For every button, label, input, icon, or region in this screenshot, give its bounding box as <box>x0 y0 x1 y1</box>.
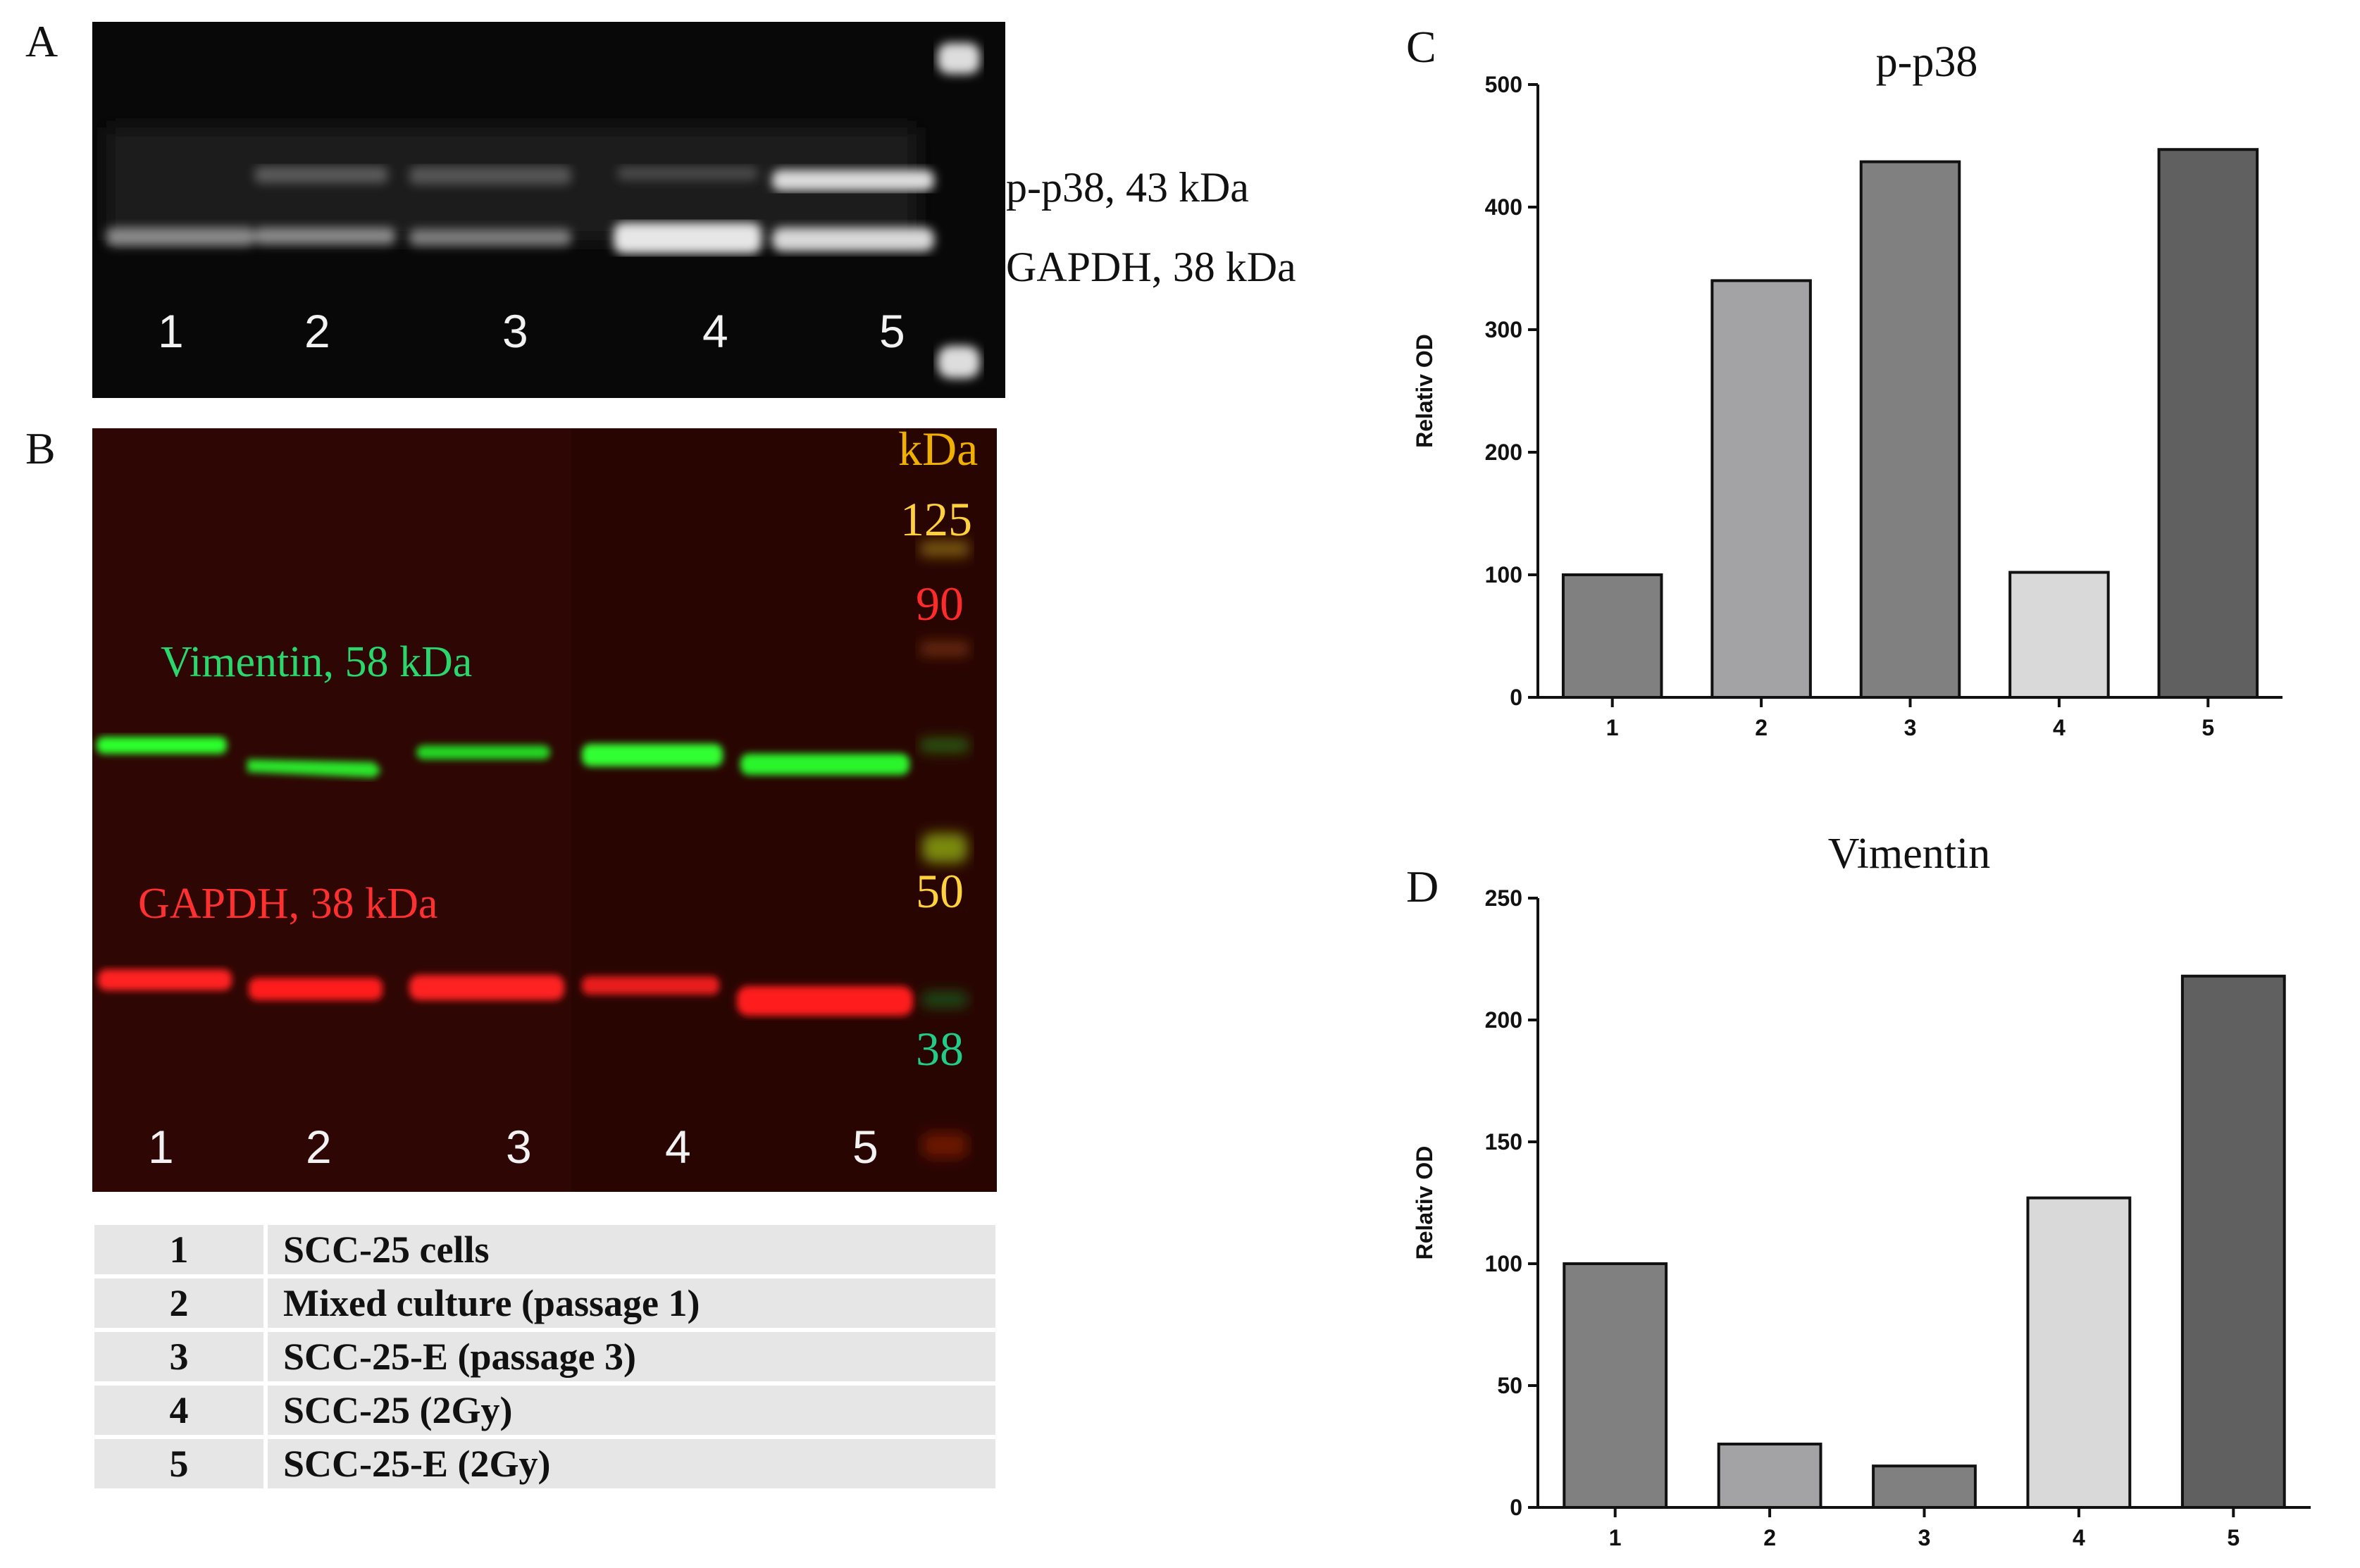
legend-num: 2 <box>94 1278 263 1328</box>
panel-letter-c: C <box>1406 22 1436 72</box>
panel-letter-a: A <box>25 16 58 66</box>
chart-title: Vimentin <box>1828 830 1990 878</box>
y-tick-label: 200 <box>1485 440 1522 465</box>
y-tick-label: 250 <box>1485 885 1522 911</box>
x-tick-label: 1 <box>1606 715 1619 740</box>
bar <box>2157 148 2259 699</box>
band-label-p-p38: p-p38, 43 kDa <box>1006 164 1249 211</box>
bar <box>1563 1262 1668 1509</box>
label-gapdh: GAPDH, 38 kDa <box>138 880 438 928</box>
legend-num: 5 <box>94 1439 263 1488</box>
bar <box>1872 1464 1977 1509</box>
x-tick-label: 1 <box>1609 1525 1622 1550</box>
chart-d-svg: Vimentin 0 50 100 150 200 250 Relativ OD 1 2 3 4 5 <box>1412 830 2311 1550</box>
y-tick-label: 0 <box>1510 685 1522 710</box>
legend-text: SCC-25 (2Gy) <box>263 1386 995 1435</box>
table-row: 4 SCC-25 (2Gy) <box>94 1386 995 1435</box>
sample-legend-table: 1 SCC-25 cells 2 Mixed culture (passage 1)… <box>94 1221 995 1493</box>
y-tick-label: 50 <box>1497 1373 1522 1398</box>
label-vimentin: Vimentin, 58 kDa <box>161 638 473 686</box>
table-row: 5 SCC-25-E (2Gy) <box>94 1439 995 1488</box>
lane-label: 1 <box>148 1121 174 1173</box>
y-tick-label: 100 <box>1485 562 1522 587</box>
y-tick-label: 500 <box>1485 72 1522 97</box>
bar <box>1561 573 1663 699</box>
x-tick-label: 3 <box>1904 715 1917 740</box>
bar <box>2180 974 2286 1510</box>
marker-90: 90 <box>916 577 964 630</box>
y-axis-label: Relativ OD <box>1412 334 1437 448</box>
y-tick-label: 300 <box>1485 317 1522 342</box>
legend-num: 4 <box>94 1386 263 1435</box>
band-label-gapdh: GAPDH, 38 kDa <box>1006 244 1296 290</box>
x-tick-label: 2 <box>1763 1525 1776 1550</box>
bar <box>2008 571 2110 699</box>
bar-chart-p-p38: p-p38 0 100 200 300 400 500 Relativ OD 1 2 3 4 5 <box>1395 14 2311 761</box>
western-blot-b <box>92 428 997 1192</box>
x-tick-label: 5 <box>2227 1525 2240 1550</box>
x-tick-label: 3 <box>1918 1525 1931 1550</box>
table-row: 2 Mixed culture (passage 1) <box>94 1278 995 1328</box>
legend-text: SCC-25-E (2Gy) <box>263 1439 995 1488</box>
x-tick-label: 2 <box>1755 715 1768 740</box>
lane-label: 2 <box>304 305 330 357</box>
table-row: 1 SCC-25 cells <box>94 1225 995 1274</box>
marker-kda: kDa <box>898 422 979 475</box>
legend-num: 3 <box>94 1332 263 1381</box>
y-tick-label: 400 <box>1485 194 1522 220</box>
y-tick-label: 150 <box>1485 1129 1522 1155</box>
lane-label: 5 <box>879 305 905 357</box>
y-tick-label: 0 <box>1510 1495 1522 1520</box>
x-tick-label: 4 <box>2073 1525 2085 1550</box>
bar <box>1717 1443 1822 1509</box>
legend-text: SCC-25-E (passage 3) <box>263 1332 995 1381</box>
marker-125: 125 <box>900 492 972 546</box>
blot-b-image <box>92 428 997 1192</box>
bar <box>2026 1196 2132 1510</box>
y-axis-label: Relativ OD <box>1412 1146 1437 1260</box>
panel-letter-d: D <box>1406 861 1439 911</box>
legend-text: Mixed culture (passage 1) <box>263 1278 995 1328</box>
marker-50: 50 <box>916 864 964 918</box>
bar <box>1710 279 1812 699</box>
panel-letter-b: B <box>25 423 56 473</box>
lane-label: 4 <box>702 305 728 357</box>
lane-label: 1 <box>158 305 184 357</box>
western-blot-a <box>92 22 1005 398</box>
lane-label: 5 <box>852 1121 878 1173</box>
bar-chart-vimentin: Vimentin 0 50 100 150 200 250 Relativ OD 1 2 3 4 5 <box>1395 824 2332 1568</box>
lane-label: 3 <box>502 305 528 357</box>
lane-label: 3 <box>506 1121 532 1173</box>
legend-text: SCC-25 cells <box>263 1225 995 1274</box>
y-tick-label: 200 <box>1485 1007 1522 1033</box>
y-tick-label: 100 <box>1485 1251 1522 1276</box>
lane-label: 4 <box>665 1121 691 1173</box>
blot-a-image <box>92 22 1005 398</box>
chart-title: p-p38 <box>1876 38 1978 86</box>
marker-38: 38 <box>916 1022 964 1076</box>
legend-num: 1 <box>94 1225 263 1274</box>
table-row: 3 SCC-25-E (passage 3) <box>94 1332 995 1381</box>
bar <box>1859 160 1961 699</box>
x-tick-label: 5 <box>2201 715 2214 740</box>
chart-c-svg: p-p38 0 100 200 300 400 500 Relativ OD 1 2 3 4 5 <box>1412 38 2283 740</box>
lane-label: 2 <box>306 1121 332 1173</box>
x-tick-label: 4 <box>2053 715 2066 740</box>
